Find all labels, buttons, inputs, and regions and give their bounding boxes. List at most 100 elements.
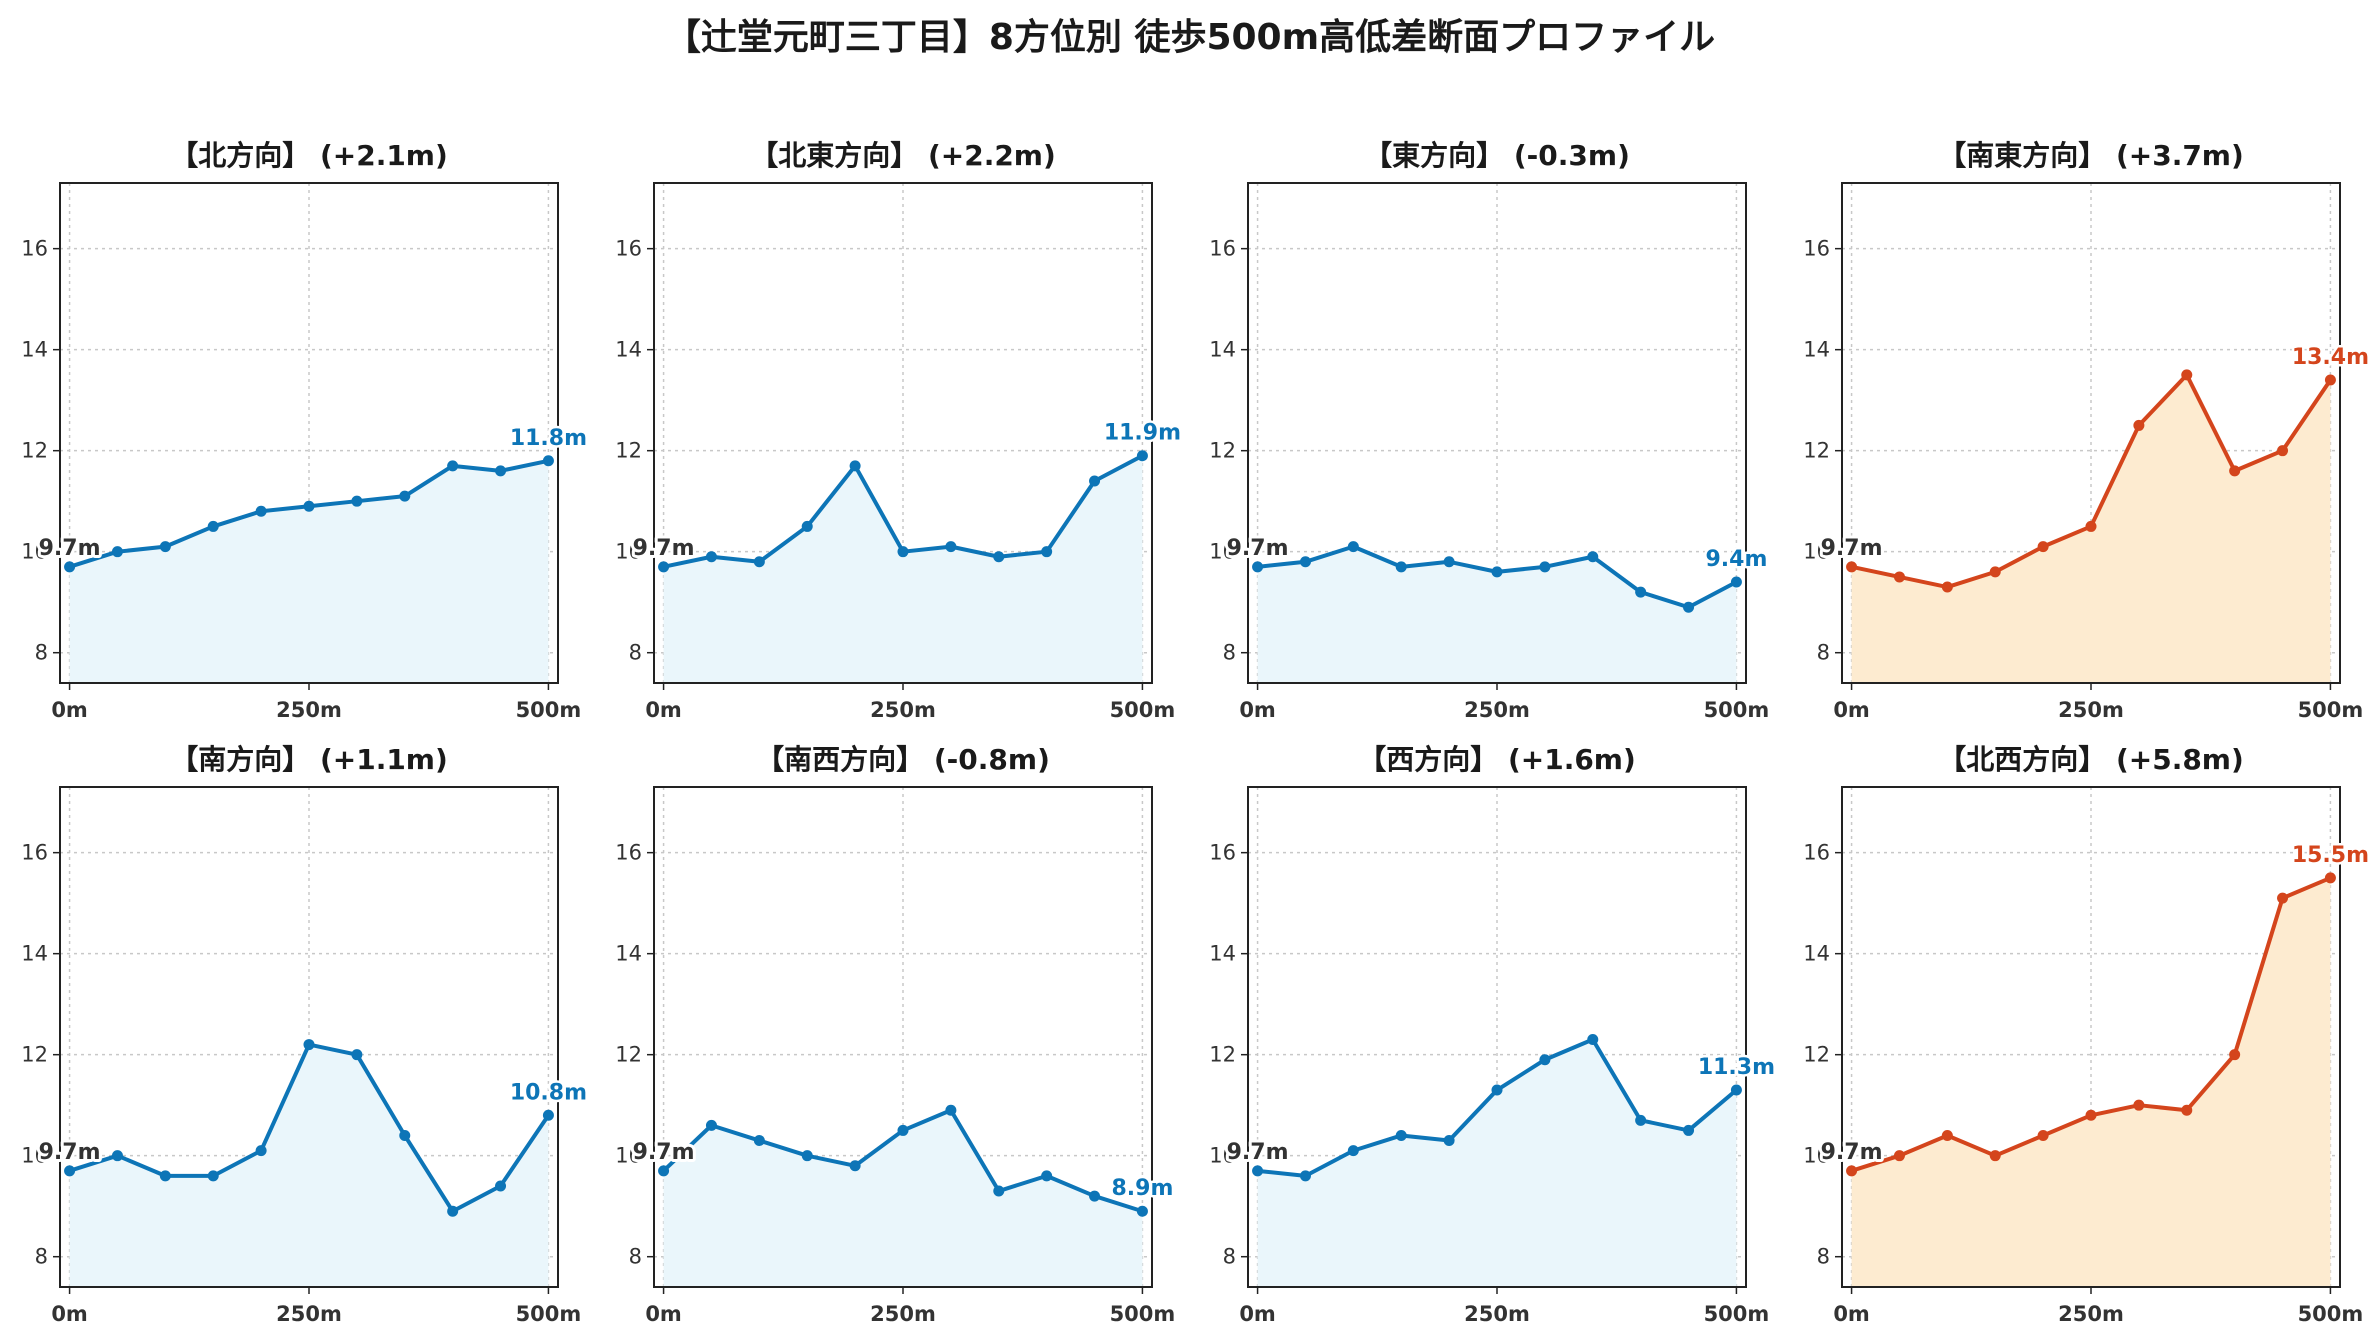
subplot-8: 【北西方向】 (+5.8m) 8 10 12 14 16 0m 250m 500m 9.7m 15.…: [1803, 743, 2371, 1326]
data-point: [447, 1205, 459, 1217]
data-point: [1041, 1170, 1053, 1182]
y-tick-label: 12: [1803, 1043, 1830, 1067]
data-point: [1136, 1205, 1148, 1217]
subplot-title: 【北東方向】 (+2.2m): [750, 139, 1056, 172]
x-tick-label: 500m: [2298, 1302, 2364, 1326]
y-tick-label: 8: [1817, 1245, 1830, 1269]
y-tick-label: 14: [615, 942, 642, 966]
y-tick-label: 8: [1817, 641, 1830, 665]
subplot-title: 【南東方向】 (+3.7m): [1938, 139, 2244, 172]
data-point: [1539, 1054, 1551, 1066]
y-tick-label: 12: [1209, 1043, 1236, 1067]
y-tick-label: 8: [1223, 641, 1236, 665]
y-tick-label: 14: [1209, 338, 1236, 362]
area-fill: [1257, 1039, 1737, 1287]
y-tick-label: 14: [21, 338, 48, 362]
y-tick-label: 16: [615, 841, 642, 865]
data-point: [801, 520, 813, 532]
data-point: [1443, 1135, 1455, 1147]
y-tick-label: 14: [1803, 338, 1830, 362]
data-point: [1683, 601, 1695, 613]
subplot-3: 【東方向】 (-0.3m) 8 10 12 14 16 0m 250m 500m 9.7m 9.4m: [1209, 139, 1770, 722]
y-tick-label: 12: [1803, 439, 1830, 463]
data-point: [801, 1150, 813, 1162]
y-tick-label: 14: [1803, 942, 1830, 966]
data-point: [1443, 556, 1455, 568]
y-tick-label: 16: [1803, 841, 1830, 865]
end-elevation-label: 15.5m: [2292, 843, 2369, 868]
y-tick-label: 16: [1209, 237, 1236, 261]
end-elevation-label: 9.4m: [1705, 547, 1767, 572]
data-point: [64, 1165, 76, 1177]
x-tick-label: 500m: [516, 1302, 582, 1326]
data-point: [1730, 576, 1742, 588]
y-tick-label: 10: [21, 540, 48, 564]
data-point: [849, 460, 861, 472]
area-fill: [1257, 546, 1737, 683]
x-tick-label: 500m: [2298, 698, 2364, 722]
data-point: [2229, 1049, 2241, 1061]
data-point: [1252, 1165, 1264, 1177]
data-point: [495, 465, 507, 477]
data-point: [1587, 551, 1599, 563]
y-tick-label: 14: [21, 942, 48, 966]
data-point: [1846, 561, 1858, 573]
subplot-title: 【南西方向】 (-0.8m): [756, 743, 1050, 776]
y-tick-label: 8: [35, 641, 48, 665]
data-point: [2085, 520, 2097, 532]
x-tick-label: 0m: [51, 1302, 88, 1326]
data-point: [897, 546, 909, 558]
data-point: [1252, 561, 1264, 573]
y-tick-label: 16: [21, 237, 48, 261]
start-elevation-label: 9.7m: [1821, 1140, 1883, 1165]
data-point: [753, 1135, 765, 1147]
y-tick-label: 10: [1209, 1144, 1236, 1168]
data-point: [1587, 1034, 1599, 1046]
data-point: [1041, 546, 1053, 558]
data-point: [2133, 1099, 2145, 1111]
subplot-6: 【南西方向】 (-0.8m) 8 10 12 14 16 0m 250m 500m 9.7m 8.9…: [615, 743, 1176, 1326]
data-point: [399, 490, 411, 502]
data-point: [1491, 566, 1503, 578]
x-tick-label: 0m: [1239, 1302, 1276, 1326]
data-point: [1347, 1145, 1359, 1157]
y-tick-label: 10: [615, 1144, 642, 1168]
data-point: [1635, 1114, 1647, 1126]
x-tick-label: 250m: [870, 1302, 936, 1326]
x-tick-label: 500m: [1704, 698, 1770, 722]
x-tick-label: 0m: [1833, 698, 1870, 722]
data-point: [255, 1145, 267, 1157]
data-point: [1395, 1129, 1407, 1141]
data-point: [849, 1160, 861, 1172]
data-point: [111, 1150, 123, 1162]
y-tick-label: 10: [1209, 540, 1236, 564]
data-point: [399, 1129, 411, 1141]
end-elevation-label: 8.9m: [1111, 1176, 1173, 1201]
y-tick-label: 10: [1803, 1144, 1830, 1168]
x-tick-label: 250m: [276, 698, 342, 722]
x-tick-label: 500m: [1110, 698, 1176, 722]
data-point: [753, 556, 765, 568]
y-tick-label: 12: [1209, 439, 1236, 463]
end-elevation-label: 11.9m: [1104, 421, 1181, 446]
data-point: [1846, 1165, 1858, 1177]
x-tick-label: 0m: [51, 698, 88, 722]
data-point: [705, 1119, 717, 1131]
y-tick-label: 8: [629, 641, 642, 665]
y-tick-label: 12: [21, 439, 48, 463]
data-point: [1539, 561, 1551, 573]
x-tick-label: 250m: [276, 1302, 342, 1326]
data-point: [1491, 1084, 1503, 1096]
data-point: [2324, 872, 2336, 884]
data-point: [945, 541, 957, 553]
end-elevation-label: 13.4m: [2292, 345, 2369, 370]
data-point: [159, 1170, 171, 1182]
data-point: [1347, 541, 1359, 553]
area-fill: [663, 1110, 1143, 1287]
data-point: [2229, 465, 2241, 477]
y-tick-label: 10: [615, 540, 642, 564]
data-point: [2181, 369, 2193, 381]
x-tick-label: 0m: [1833, 1302, 1870, 1326]
data-point: [2181, 1104, 2193, 1116]
